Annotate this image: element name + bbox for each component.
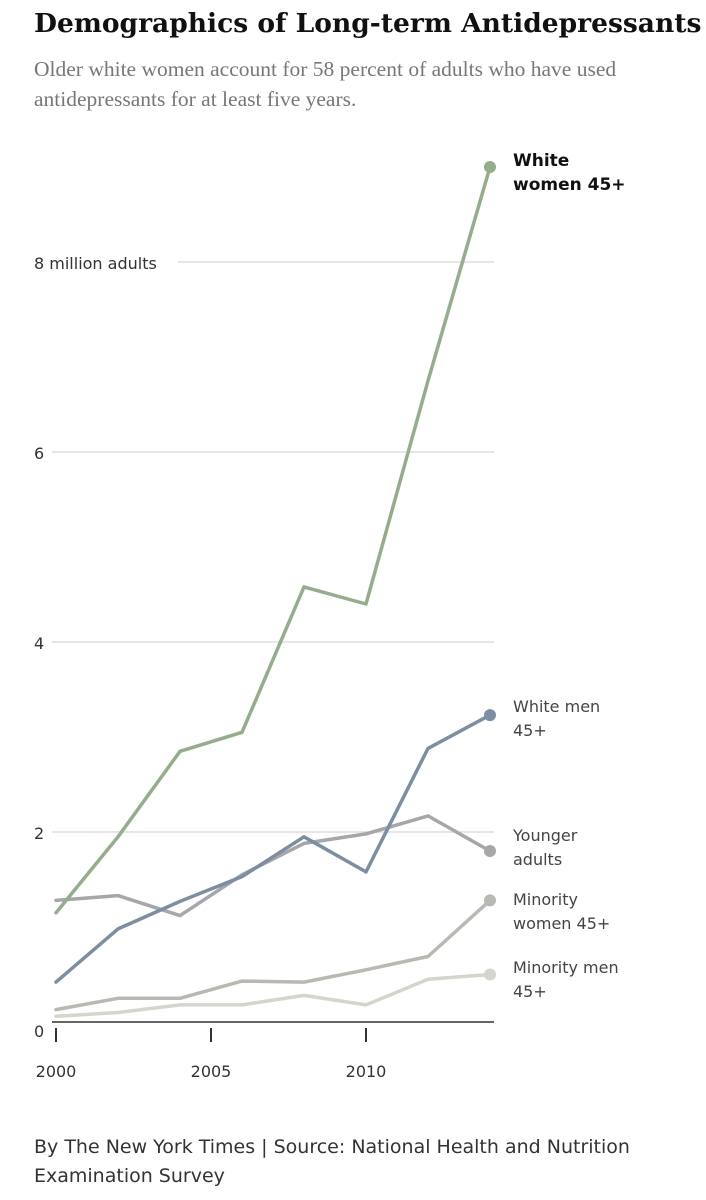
series-label-younger-adults: adults bbox=[513, 850, 562, 869]
series-end-point-younger-adults bbox=[484, 845, 496, 857]
series-label-minority-men-45: 45+ bbox=[513, 982, 547, 1001]
y-tick-label: 8 million adults bbox=[34, 254, 157, 273]
series-label-white-men-45: White men bbox=[513, 697, 600, 716]
series-line-white-men-45 bbox=[54, 713, 492, 984]
series-end-point-minority-men-45 bbox=[484, 968, 496, 981]
y-tick-label: 0 bbox=[34, 1022, 44, 1041]
series-lines bbox=[54, 161, 496, 1019]
source-credit: By The New York Times | Source: National… bbox=[34, 1136, 630, 1187]
y-tick-label: 2 bbox=[34, 824, 44, 843]
series-labels: Minority men 45+ Minority women 45+ Younger a… bbox=[512, 151, 626, 1001]
series-line-minority-men-45 bbox=[54, 972, 492, 1019]
line-chart: 2000 2005 2010 0 2 4 6 8 million adults Minori… bbox=[34, 151, 626, 1081]
series-label-white-women-45: White bbox=[513, 151, 569, 171]
series-end-point-white-women-45 bbox=[484, 161, 496, 173]
series-line-white-women-45 bbox=[54, 165, 492, 915]
x-tick-label: 2005 bbox=[191, 1062, 232, 1081]
series-line-minority-women-45 bbox=[54, 898, 492, 1012]
x-axis: 2000 2005 2010 bbox=[36, 1021, 494, 1081]
x-tick-label: 2000 bbox=[36, 1062, 77, 1081]
series-label-minority-men-45: Minority men bbox=[513, 958, 619, 977]
grid-lines bbox=[52, 261, 494, 833]
y-tick-label: 6 bbox=[34, 444, 44, 463]
chart-subtitle: Older white women account for 58 percent… bbox=[34, 57, 617, 111]
x-tick-label: 2010 bbox=[346, 1062, 387, 1081]
series-label-white-men-45: 45+ bbox=[513, 721, 547, 740]
series-line-younger-adults bbox=[54, 814, 492, 918]
y-axis-labels: 0 2 4 6 8 million adults bbox=[34, 254, 157, 1041]
series-end-point-minority-women-45 bbox=[484, 894, 496, 907]
series-end-point-white-men-45 bbox=[484, 709, 496, 722]
series-label-younger-adults: Younger bbox=[512, 826, 578, 845]
series-label-minority-women-45: Minority bbox=[513, 890, 578, 909]
chart-title: Demographics of Long-term Antidepressant… bbox=[34, 8, 702, 39]
series-label-minority-women-45: women 45+ bbox=[513, 914, 610, 933]
series-label-white-women-45: women 45+ bbox=[513, 175, 626, 195]
y-tick-label: 4 bbox=[34, 634, 44, 653]
